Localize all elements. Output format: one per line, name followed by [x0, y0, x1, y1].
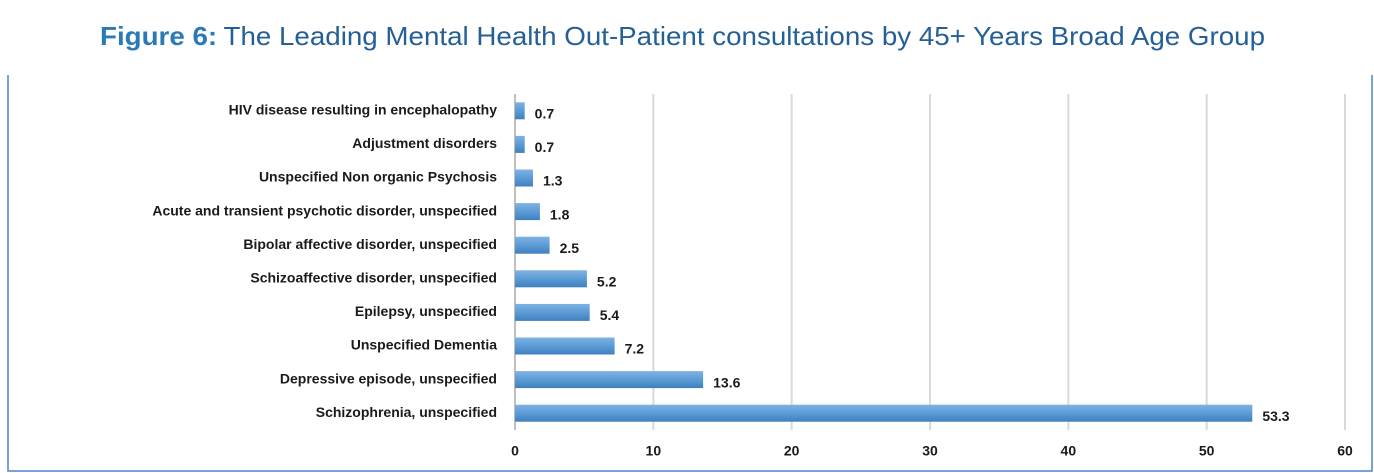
x-tick-label: 60: [1337, 443, 1353, 459]
x-tick-label: 10: [646, 443, 662, 459]
y-tick-label: Bipolar affective disorder, unspecified: [243, 236, 497, 252]
bar: [515, 135, 525, 153]
y-tick-label: Epilepsy, unspecified: [355, 303, 497, 319]
title-text: The Leading Mental Health Out-Patient co…: [224, 21, 1265, 51]
y-tick-label: Schizoaffective disorder, unspecified: [250, 270, 497, 286]
bar: [515, 270, 587, 288]
title-label: Figure 6:: [100, 21, 217, 51]
x-tick-label: 50: [1199, 443, 1215, 459]
y-tick-label: Depressive episode, unspecified: [280, 370, 497, 386]
value-label: 53.3: [1262, 408, 1289, 424]
x-tick-label: 20: [784, 443, 800, 459]
y-tick-label: Acute and transient psychotic disorder, …: [152, 202, 497, 218]
value-label: 1.8: [550, 206, 570, 222]
bar: [515, 102, 525, 120]
y-tick-label: Unspecified Dementia: [351, 337, 497, 353]
y-tick-label: Unspecified Non organic Psychosis: [259, 169, 497, 185]
chart-title: Figure 6: The Leading Mental Health Out-P…: [100, 21, 1265, 51]
bar: [515, 169, 533, 187]
bar: [515, 371, 704, 389]
value-label: 7.2: [625, 341, 645, 357]
frame: [7, 75, 1373, 472]
y-tick-label: HIV disease resulting in encephalopathy: [229, 102, 498, 118]
x-tick-label: 0: [511, 443, 519, 459]
value-label: 5.2: [597, 274, 617, 290]
x-tick-label: 40: [1061, 443, 1077, 459]
bar: [515, 337, 615, 355]
value-label: 1.3: [543, 173, 563, 189]
bar: [515, 404, 1253, 422]
x-tick-label: 30: [922, 443, 938, 459]
bar: [515, 236, 550, 254]
y-tick-label: Adjustment disorders: [352, 135, 497, 151]
y-tick-label: Schizophrenia, unspecified: [316, 404, 497, 420]
value-label: 0.7: [535, 106, 555, 122]
value-label: 0.7: [535, 139, 555, 155]
bar: [515, 203, 540, 221]
value-label: 2.5: [560, 240, 580, 256]
bar: [515, 303, 590, 321]
value-label: 13.6: [713, 374, 740, 390]
value-label: 5.4: [600, 307, 620, 323]
